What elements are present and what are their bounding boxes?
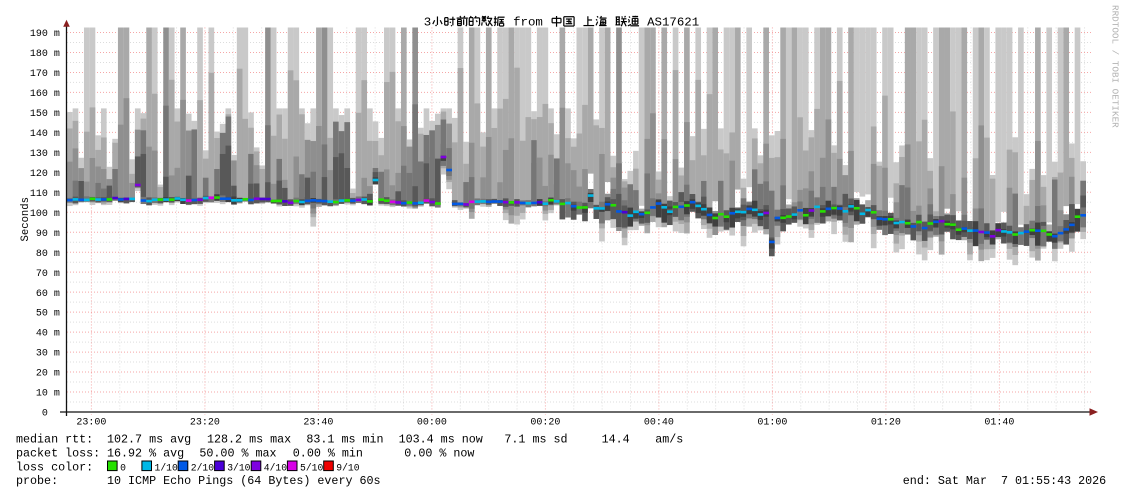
svg-text:end: Sat Mar 7 01:55:43 2026: end: Sat Mar 7 01:55:43 2026 bbox=[903, 474, 1106, 488]
svg-text:110: 110 bbox=[30, 189, 48, 200]
svg-text:loss color:: loss color: bbox=[16, 460, 93, 474]
svg-text:m: m bbox=[54, 109, 60, 120]
svg-text:10 ICMP Echo Pings (64 Bytes): 10 ICMP Echo Pings (64 Bytes) every 60s bbox=[107, 474, 381, 488]
svg-text:m: m bbox=[54, 169, 60, 180]
svg-text:m: m bbox=[54, 309, 60, 320]
svg-text:m: m bbox=[54, 49, 60, 60]
svg-text:23:00: 23:00 bbox=[76, 418, 106, 429]
svg-text:50: 50 bbox=[36, 309, 48, 320]
svg-text:m: m bbox=[54, 209, 60, 220]
svg-text:packet loss:: packet loss: bbox=[16, 446, 100, 460]
svg-text:m: m bbox=[54, 249, 60, 260]
svg-text:m: m bbox=[54, 329, 60, 340]
svg-text:7.1 ms sd: 7.1 ms sd bbox=[504, 433, 567, 447]
svg-text:m: m bbox=[54, 129, 60, 140]
svg-text:m: m bbox=[54, 349, 60, 360]
svg-text:103.4 ms now: 103.4 ms now bbox=[399, 433, 483, 447]
svg-text:median rtt:: median rtt: bbox=[16, 433, 93, 447]
svg-text:m: m bbox=[54, 149, 60, 160]
svg-text:80: 80 bbox=[36, 249, 48, 260]
svg-text:130: 130 bbox=[30, 149, 48, 160]
svg-text:00:20: 00:20 bbox=[530, 418, 560, 429]
svg-text:102.7 ms avg: 102.7 ms avg bbox=[107, 433, 191, 447]
svg-text:m: m bbox=[54, 389, 60, 400]
svg-text:m: m bbox=[54, 369, 60, 380]
svg-text:90: 90 bbox=[36, 229, 48, 240]
svg-text:150: 150 bbox=[30, 109, 48, 120]
svg-text:m: m bbox=[54, 189, 60, 200]
svg-text:01:20: 01:20 bbox=[871, 418, 901, 429]
svg-text:probe:: probe: bbox=[16, 474, 58, 488]
svg-text:2/10: 2/10 bbox=[191, 462, 214, 473]
svg-text:0.00 % min: 0.00 % min bbox=[293, 446, 363, 460]
svg-text:00:00: 00:00 bbox=[417, 418, 447, 429]
svg-text:128.2 ms max: 128.2 ms max bbox=[207, 433, 291, 447]
svg-text:m: m bbox=[54, 269, 60, 280]
svg-text:1/10: 1/10 bbox=[155, 462, 178, 473]
svg-text:190: 190 bbox=[30, 29, 48, 40]
svg-text:AS17621: AS17621 bbox=[647, 16, 699, 30]
svg-text:170: 170 bbox=[30, 69, 48, 80]
svg-text:120: 120 bbox=[30, 169, 48, 180]
svg-text:160: 160 bbox=[30, 89, 48, 100]
svg-text:23:40: 23:40 bbox=[303, 418, 333, 429]
svg-text:00:40: 00:40 bbox=[644, 418, 674, 429]
svg-text:m: m bbox=[54, 89, 60, 100]
svg-text:100: 100 bbox=[30, 209, 48, 220]
svg-text:83.1 ms min: 83.1 ms min bbox=[306, 433, 383, 447]
svg-text:0.00 % now: 0.00 % now bbox=[404, 446, 474, 460]
svg-text:5/10: 5/10 bbox=[300, 462, 323, 473]
svg-text:m: m bbox=[54, 29, 60, 40]
svg-text:01:00: 01:00 bbox=[757, 418, 787, 429]
svg-text:3/10: 3/10 bbox=[227, 462, 250, 473]
svg-text:01:40: 01:40 bbox=[984, 418, 1014, 429]
svg-text:30: 30 bbox=[36, 349, 48, 360]
svg-text:50.00 % max: 50.00 % max bbox=[199, 446, 276, 460]
svg-text:m: m bbox=[54, 69, 60, 80]
svg-text:am/s: am/s bbox=[655, 433, 683, 447]
svg-text:from: from bbox=[513, 16, 543, 30]
svg-text:m: m bbox=[54, 229, 60, 240]
svg-text:m: m bbox=[54, 289, 60, 300]
svg-text:3: 3 bbox=[424, 16, 431, 30]
svg-text:40: 40 bbox=[36, 329, 48, 340]
svg-text:23:20: 23:20 bbox=[190, 418, 220, 429]
svg-text:4/10: 4/10 bbox=[264, 462, 287, 473]
svg-text:Seconds: Seconds bbox=[20, 197, 32, 242]
svg-text:0: 0 bbox=[42, 409, 48, 420]
svg-text:RRDTOOL / TOBI OETIKER: RRDTOOL / TOBI OETIKER bbox=[1110, 5, 1121, 128]
svg-text:9/10: 9/10 bbox=[336, 462, 359, 473]
svg-text:14.4: 14.4 bbox=[602, 433, 630, 447]
svg-text:60: 60 bbox=[36, 289, 48, 300]
svg-text:0: 0 bbox=[120, 462, 126, 473]
svg-text:20: 20 bbox=[36, 369, 48, 380]
svg-text:70: 70 bbox=[36, 269, 48, 280]
svg-text:180: 180 bbox=[30, 49, 48, 60]
svg-text:10: 10 bbox=[36, 389, 48, 400]
svg-text:140: 140 bbox=[30, 129, 48, 140]
svg-text:16.92 % avg: 16.92 % avg bbox=[107, 446, 184, 460]
